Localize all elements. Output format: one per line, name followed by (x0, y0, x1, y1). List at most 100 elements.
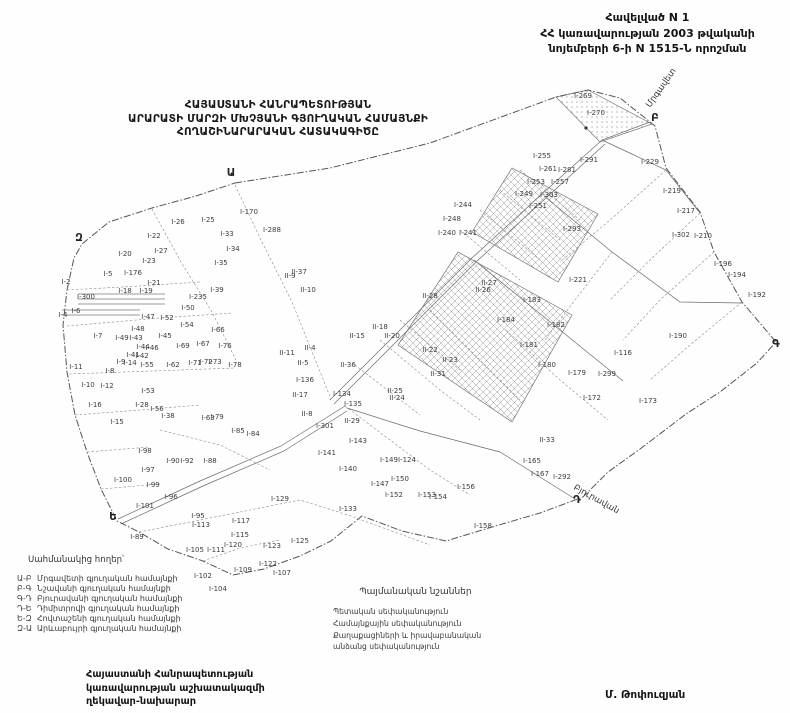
parcel-label: I-125 (291, 537, 309, 545)
parcel-label: I-113 (192, 521, 210, 529)
parcel-label: I-158 (474, 522, 492, 530)
parcel-label: I-147 (371, 480, 389, 488)
parcel-line-network (62, 121, 743, 562)
parcel-label: I-240 (438, 229, 456, 237)
parcel-label: I-8 (105, 367, 114, 375)
parcel-label: I-11 (69, 363, 83, 371)
government-line: ՀՀ կառավարության 2003 թվականի (540, 26, 755, 40)
parcel-label: I-47 (141, 313, 155, 321)
parcel-label: I-192 (748, 291, 766, 299)
conventional-signs-list: Պետական սեփականություն Համայնքային սեփակա… (333, 606, 498, 653)
parcel-label: I-5 (103, 270, 112, 278)
parcel-label: I-120 (224, 541, 242, 549)
parcel-label: I-251 (529, 202, 547, 210)
parcel-label: I-102 (194, 572, 212, 580)
parcel-label: I-196 (714, 260, 732, 268)
parcel-label: I-172 (583, 394, 601, 402)
parcel-label: I-95 (191, 512, 205, 520)
parcel-label: I-21 (147, 279, 161, 287)
parcel-label: I-22 (147, 232, 161, 240)
parcel-label: I-219 (663, 187, 681, 195)
parcel-label: I-62 (166, 361, 180, 369)
parcel-label: I-167 (531, 470, 549, 478)
parcel-label: II-8 (301, 410, 312, 418)
parcel-label: II-5 (297, 359, 308, 367)
parcel-label: I-288 (263, 226, 281, 234)
parcel-label: II-25 (387, 387, 403, 395)
parcel-label: I-27 (154, 247, 168, 255)
parcel-label: I-153 (418, 491, 436, 499)
signatory-post-block: Հայաստանի Հանրապետության կառավարության աշ… (86, 668, 265, 709)
parcel-label: II-31 (430, 370, 446, 378)
parcel-label: I-221 (569, 276, 587, 284)
boundary-point-letter: Դ (573, 494, 581, 506)
parcel-label: II-27 (481, 279, 497, 287)
parcel-label: I-35 (214, 259, 228, 267)
parcel-label: I-55 (140, 361, 154, 369)
signatory-post-line: Հայաստանի Հանրապետության (86, 669, 254, 680)
parcel-label: I-100 (114, 476, 132, 484)
parcel-label: I-46 (145, 344, 159, 352)
conventional-sign-item: Պետական սեփականություն (333, 607, 449, 616)
parcel-label: I-2 (61, 278, 70, 286)
parcel-label: I-255 (533, 152, 551, 160)
adjacent-lands-title: Սահմանակից հողեր՝ (28, 555, 125, 565)
parcel-label: I-303 (540, 191, 558, 199)
parcel-label: I-141 (318, 449, 336, 457)
map-labels-layer: I-170 I-26 I-25 I-288 I-22 I-33 I-27 I-34 I-20 I-… (58, 67, 780, 593)
parcel-label: I-66 (211, 326, 225, 334)
parcel-label: I-49 (115, 334, 129, 342)
parcel-label: I-176 (124, 269, 142, 277)
adjacent-lands-legend: Սահմանակից հողեր՝ Ա-Բ Մրգավետի գյուղական … (17, 555, 232, 634)
settlement-hatch-areas (397, 89, 653, 423)
parcel-label: I-53 (141, 387, 155, 395)
boundary-point-letter: Գ (772, 338, 780, 350)
parcel-label: I-79 (210, 413, 224, 421)
parcel-label: I-52 (160, 314, 174, 322)
parcel-label: I-129 (271, 495, 289, 503)
parcel-label: I-165 (523, 457, 541, 465)
parcel-label: I-39 (210, 286, 224, 294)
parcel-label: I-98 (138, 447, 152, 455)
parcel-label: I-71 (188, 359, 202, 367)
adjacent-lands-list: Ա-Բ Մրգավետի գյուղական համայնքի Բ-Գ Նշավանի… (17, 574, 232, 634)
parcel-label: II-22 (422, 346, 438, 354)
parcel-label: I-89 (130, 533, 144, 541)
parcel-label: I-269 (574, 92, 592, 100)
parcel-label: I-281 (558, 166, 576, 174)
parcel-label: I-4 (58, 311, 68, 319)
parcel-label: I-182 (547, 321, 565, 329)
parcel-label: I-229 (641, 158, 659, 166)
parcel-label: I-270 (587, 109, 605, 117)
parcel-label: I-107 (273, 569, 291, 577)
parcel-label: I-133 (339, 505, 357, 513)
parcel-label: I-84 (246, 430, 260, 438)
parcel-label: II-15 (349, 332, 365, 340)
parcel-label: I-156 (457, 483, 475, 491)
parcel-label: I-16 (88, 401, 102, 409)
parcel-label: I-9 (116, 358, 125, 366)
parcel-label: I-38 (161, 412, 175, 420)
parcel-label: I-54 (180, 321, 194, 329)
parcel-label: I-181 (520, 341, 538, 349)
parcel-label: II-29 (344, 417, 360, 425)
parcel-label: I-292 (553, 473, 571, 481)
parcel-label: I-67 (196, 340, 210, 348)
parcel-label: I-41 (126, 351, 140, 359)
parcel-label: II-28 (422, 292, 438, 300)
parcel-label: II-18 (372, 323, 388, 331)
parcel-label: I-293 (563, 225, 581, 233)
boundary-point-letter: Բ (651, 112, 659, 124)
parcel-label: I-78 (228, 361, 242, 369)
parcel-label: I-42 (135, 352, 149, 360)
parcel-label: I-179 (568, 369, 586, 377)
parcel-label: I-96 (164, 493, 178, 501)
adjacent-land-item: Բ-Գ Նշավանի գյուղական համայնքի (17, 584, 171, 593)
parcel-label: II-10 (300, 286, 316, 294)
parcel-label: I-20 (118, 250, 132, 258)
parcel-label: I-72 (199, 358, 213, 366)
parcel-label: I-261 (539, 165, 557, 173)
parcel-label: I-136 (296, 376, 314, 384)
conventional-sign-item: Քաղաքացիների և իրավաբանական անձանց սեփակ… (333, 630, 482, 652)
adjacent-land-item: Դ-Ե Դիմիտրովի գյուղական համայնքի (17, 604, 180, 613)
